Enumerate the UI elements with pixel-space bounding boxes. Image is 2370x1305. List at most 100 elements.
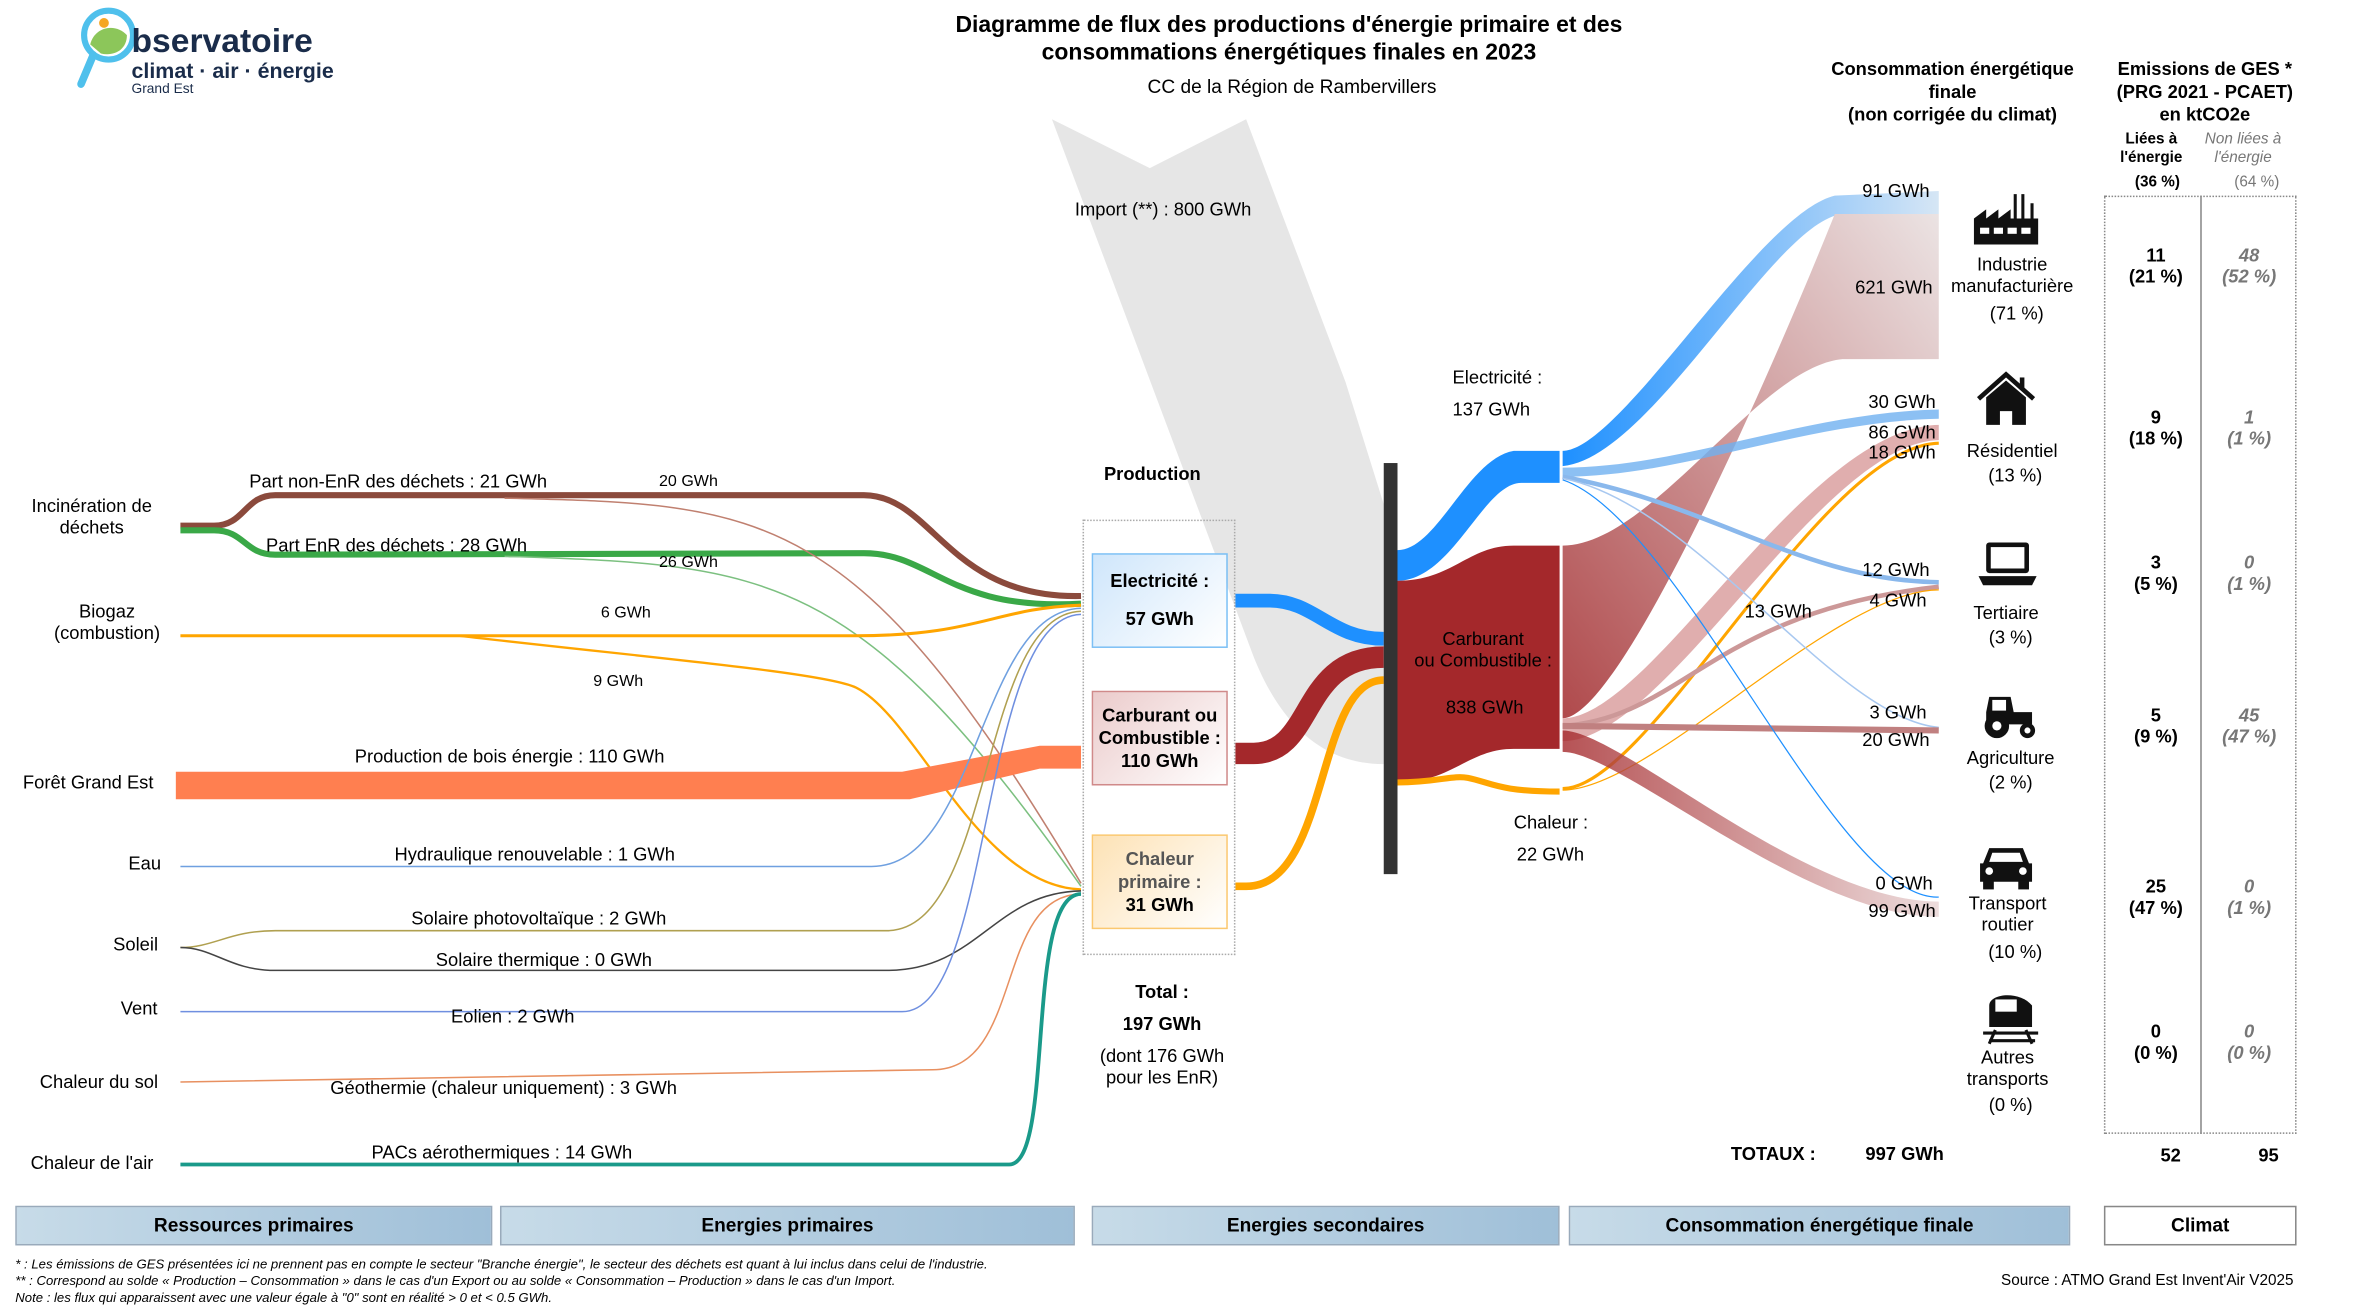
fuel-to-agri-flow (1562, 722, 1939, 734)
sector-other-transport-pct: (0 %) (1988, 1094, 2033, 1116)
ges-transport-energy: 25 (47 %) (2128, 875, 2183, 919)
production-frame (1082, 519, 1236, 956)
value-residential-heat: 18 GWh (1868, 441, 1936, 464)
production-total-value: 197 GWh (1122, 1013, 1202, 1035)
sector-tertiary: Tertiaire (1973, 602, 2039, 624)
source: Source : ATMO Grand Est Invent'Air V2025 (2001, 1272, 2294, 1290)
waste-enr-flow (180, 527, 1082, 608)
value-transport-elec: 0 GWh (1875, 872, 1933, 894)
elec-to-residential-flow (1562, 409, 1939, 477)
flow-label-non-enr-small: 20 GWh (658, 472, 718, 491)
heatpump-flow (180, 892, 1082, 1167)
factory-icon (1973, 194, 2039, 245)
logo-region: Grand Est (131, 80, 194, 97)
fuel-to-tertiary-flow (1562, 584, 1940, 729)
value-industry-elec: 91 GWh (1862, 180, 1930, 202)
ges-tertiary-energy: 3 (5 %) (2133, 551, 2178, 595)
totals-ges-other: 95 (2258, 1144, 2279, 1167)
logo-subtext: climat · air · énergie (131, 58, 334, 83)
resource-biogaz: Biogaz (combustion) (54, 600, 161, 644)
flow-label-solar-thermal: Solaire thermique : 0 GWh (435, 949, 652, 971)
value-agri-elec: 3 GWh (1869, 701, 1927, 723)
elec-to-tertiary-flow (1562, 474, 1939, 585)
section-primary-resources: Ressources primaires (15, 1205, 493, 1246)
section-secondary-energies: Energies secondaires (1091, 1205, 1560, 1246)
production-fuel: Carburant ou Combustible :110 GWh (1091, 690, 1228, 786)
house-icon (1977, 371, 2036, 425)
fuel-to-residential-flow (1562, 424, 1939, 742)
flow-label-wind: Eolien : 2 GWh (451, 1005, 575, 1027)
wood-flow (175, 745, 1082, 800)
section-final-consumption: Consommation énergétique finale (1568, 1205, 2071, 1246)
production-total-label: Total : (1135, 981, 1189, 1003)
production-electricity: Electricité :57 GWh (1091, 553, 1228, 648)
ges-other-transport-other: 0 (0 %) (2227, 1020, 2272, 1064)
sector-other-transport: Autres transports (1966, 1046, 2049, 1090)
flow-label-heatpump: PACs aérothermiques : 14 GWh (371, 1141, 633, 1163)
resource-sun: Soleil (113, 933, 159, 956)
title-line1: Diagramme de flux des productions d'éner… (955, 12, 1623, 39)
ges-residential-other: 1 (1 %) (2227, 406, 2272, 450)
sector-industry-pct: (71 %) (1989, 302, 2044, 324)
value-transport-fuel: 99 GWh (1868, 900, 1936, 922)
train-icon (1983, 995, 2039, 1045)
production-heat: Chaleur primaire :31 GWh (1091, 834, 1228, 930)
ges-divider (2200, 195, 2202, 1134)
elec-to-agri-flow (1562, 477, 1939, 729)
sector-residential-pct: (13 %) (1988, 464, 2043, 486)
sector-agriculture: Agriculture (1966, 747, 2055, 769)
value-residential-fuel: 86 GWh (1868, 421, 1936, 444)
flow-label-enr-small: 26 GWh (658, 553, 718, 572)
sector-agriculture-pct: (2 %) (1988, 771, 2033, 794)
section-primary-energies: Energies primaires (499, 1205, 1075, 1246)
value-industry-fuel: 621 GWh (1855, 276, 1933, 298)
value-residential-elec: 30 GWh (1868, 391, 1936, 413)
flow-label-pv: Solaire photovoltaïque : 2 GWh (411, 907, 667, 930)
magnifier-icon (77, 7, 137, 88)
ges-col-energy-pct: (36 %) (2134, 174, 2180, 192)
laptop-icon (1978, 542, 2037, 586)
fuel-to-transport-flow (1562, 730, 1939, 917)
value-tertiary-elec: 12 GWh (1862, 559, 1930, 581)
flow-label-biogaz-b: 9 GWh (593, 672, 644, 691)
ges-tertiary-other: 0 (1 %) (2227, 551, 2272, 595)
totals-label: TOTAUX : (1730, 1143, 1816, 1165)
footnote-1: * : Les émissions de GES présentées ici … (15, 1256, 988, 1272)
hydro-flow (180, 607, 1082, 868)
flow-label-geothermal: Géothermie (chaleur uniquement) : 3 GWh (330, 1077, 678, 1099)
production-total-note: (dont 176 GWh pour les EnR) (1099, 1045, 1225, 1089)
title-line2: consommations énergétiques finales en 20… (1041, 39, 1537, 66)
ges-industry-other: 48 (52 %) (2222, 244, 2277, 288)
flow-label-import: Import (**) : 800 GWh (1074, 198, 1252, 221)
ges-industry-energy: 11 (21 %) (2128, 244, 2183, 288)
secondary-fuel-label: Carburant ou Combustible : (1414, 628, 1552, 671)
ges-residential-energy: 9 (18 %) (2128, 406, 2183, 450)
ges-col-other-pct: (64 %) (2234, 174, 2280, 192)
flow-label-agri: 13 GWh (1744, 600, 1812, 622)
flow-label-wood: Production de bois énergie : 110 GWh (354, 745, 665, 768)
heat-to-tertiary-flow (1562, 589, 1939, 791)
balance-bar (1383, 463, 1398, 875)
electricity-secondary-node (1397, 450, 1560, 581)
ges-agri-energy: 5 (9 %) (2133, 704, 2178, 748)
secondary-elec-value: 137 GWh (1452, 398, 1531, 421)
flow-label-biogaz-a: 6 GWh (600, 603, 651, 622)
totals-ges-energy: 52 (2160, 1144, 2181, 1167)
ges-col-energy-header: Liées à l'énergie (2120, 131, 2183, 167)
elec-to-industry-flow (1562, 191, 1939, 467)
resource-forest: Forêt Grand Est (22, 771, 154, 794)
wind-flow (180, 613, 1082, 1013)
subtitle: CC de la Région de Rambervillers (1147, 76, 1437, 98)
ges-col-other-header: Non liées à l'énergie (2204, 131, 2282, 167)
ges-transport-other: 0 (1 %) (2227, 875, 2272, 919)
logo-text: bservatoire (131, 21, 313, 60)
flow-label-enr: Part EnR des déchets : 28 GWh (266, 534, 528, 557)
sector-transport-pct: (10 %) (1988, 941, 2043, 963)
value-tertiary-heat: 4 GWh (1869, 589, 1927, 612)
solar-thermal-flow (180, 890, 1082, 972)
totals-consumption: 997 GWh (1865, 1143, 1944, 1165)
footnote-3: Note : les flux qui apparaissent avec un… (15, 1289, 552, 1305)
resource-water: Eau (128, 852, 162, 875)
